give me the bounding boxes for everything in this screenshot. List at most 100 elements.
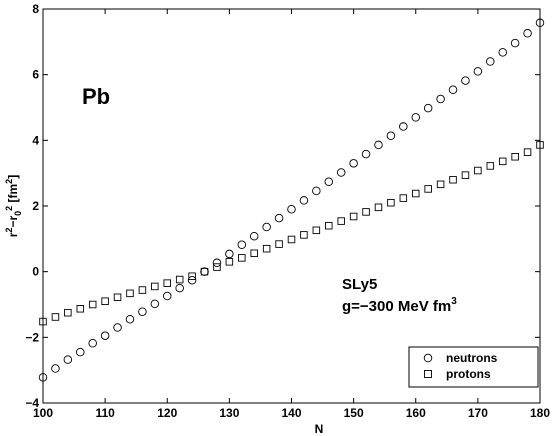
neutrons-point <box>486 57 495 66</box>
neutrons-point <box>138 307 147 316</box>
protons-point <box>151 282 159 291</box>
neutrons-point <box>162 291 172 301</box>
neutrons-point <box>113 323 122 332</box>
neutrons-point <box>225 249 234 259</box>
protons-point <box>262 244 271 253</box>
x-tick-label: 150 <box>344 406 364 420</box>
neutrons-point <box>498 48 507 57</box>
x-tick-label: 100 <box>33 406 53 420</box>
neutrons-point <box>535 18 545 28</box>
coupling-sup: 3 <box>451 296 457 307</box>
neutrons-point <box>175 283 184 293</box>
neutrons-point <box>324 177 334 186</box>
protons-point <box>200 267 209 276</box>
protons-point <box>238 254 246 262</box>
neutrons-point <box>237 240 247 249</box>
coupling-text: g=−300 MeV fm <box>342 298 451 315</box>
ylabel-unit-sup: 2 <box>4 179 14 184</box>
x-tick-label: 170 <box>468 406 488 420</box>
protons-point <box>188 272 196 281</box>
legend-protons-label: protons <box>446 367 491 381</box>
protons-point <box>498 157 507 166</box>
y-tick-label: 0 <box>32 265 39 279</box>
protons-point <box>250 249 258 258</box>
protons-point <box>436 180 445 189</box>
neutrons-point <box>423 103 433 113</box>
ylabel-sup2: 2 <box>4 206 14 211</box>
legend-neutrons-label: neutrons <box>446 351 498 365</box>
y-tick-label: −4 <box>25 396 39 410</box>
neutrons-point <box>212 258 222 268</box>
protons-point <box>88 300 97 309</box>
protons-point <box>51 313 60 321</box>
neutrons-point <box>249 231 259 241</box>
neutrons-point <box>150 299 160 309</box>
neutrons-point <box>461 76 470 85</box>
neutrons-point <box>187 275 197 285</box>
protons-point <box>412 189 420 198</box>
ylabel-base: r <box>6 232 20 237</box>
y-tick-label: 8 <box>32 2 39 16</box>
protons-point <box>325 221 333 230</box>
neutrons-point <box>386 131 396 140</box>
neutrons-point <box>473 67 483 76</box>
neutrons-point <box>411 113 421 122</box>
protons-point <box>163 279 171 287</box>
plot-frame <box>42 8 541 404</box>
x-tick-label: 160 <box>406 406 426 420</box>
neutrons-point <box>274 213 284 223</box>
protons-point <box>424 185 432 193</box>
neutrons-point <box>436 94 445 104</box>
protons-point <box>461 171 470 179</box>
protons-point <box>374 203 383 212</box>
protons-point <box>39 317 47 326</box>
neutrons-point <box>76 347 85 357</box>
force-label: SLy5 <box>342 276 377 293</box>
neutrons-point <box>100 331 110 340</box>
axes-layer <box>42 8 541 404</box>
coupling-label: g=−300 MeV fm3 <box>342 296 457 315</box>
neutrons-point <box>361 149 371 159</box>
ylabel-dash: −r <box>6 216 20 228</box>
ylabel-unit-close: ] <box>6 175 20 179</box>
protons-point <box>64 308 72 317</box>
neutrons-point <box>399 122 408 131</box>
y-tick-label: 2 <box>32 199 39 213</box>
ylabel-unit-open: [fm <box>6 184 20 206</box>
legend-protons-marker <box>424 370 432 378</box>
protons-point <box>362 208 370 216</box>
y-axis-title: r2−r02 [fm2] <box>4 175 23 237</box>
protons-point <box>399 194 408 202</box>
y-tick-label: 6 <box>32 68 39 82</box>
protons-point <box>449 175 457 184</box>
neutrons-point <box>448 85 458 95</box>
y-tick-label: 4 <box>32 133 39 147</box>
y-tick-label: −2 <box>25 330 39 344</box>
protons-point <box>337 217 345 225</box>
protons-point <box>349 212 358 221</box>
protons-point <box>387 198 395 207</box>
legend-neutrons-marker <box>423 353 433 363</box>
neutrons-point <box>262 222 271 232</box>
neutrons-point <box>312 186 321 196</box>
x-axis-title: N <box>315 422 324 436</box>
protons-point <box>101 297 109 305</box>
neutrons-point <box>88 338 97 348</box>
x-tick-label: 130 <box>219 406 239 420</box>
marks-layer <box>38 18 545 382</box>
neutrons-point <box>336 168 346 177</box>
neutrons-point <box>299 196 309 205</box>
protons-point <box>113 293 122 302</box>
protons-point <box>175 275 184 284</box>
ylabel-sup1: 2 <box>4 228 14 233</box>
protons-point <box>523 148 532 156</box>
neutrons-point <box>523 29 532 38</box>
element-label: Pb <box>82 84 110 109</box>
protons-point <box>287 235 296 244</box>
ylabel-sub: 0 <box>13 211 23 216</box>
neutrons-point <box>374 140 383 150</box>
protons-point <box>536 141 544 149</box>
neutrons-point <box>510 38 520 48</box>
neutrons-point <box>200 267 209 276</box>
